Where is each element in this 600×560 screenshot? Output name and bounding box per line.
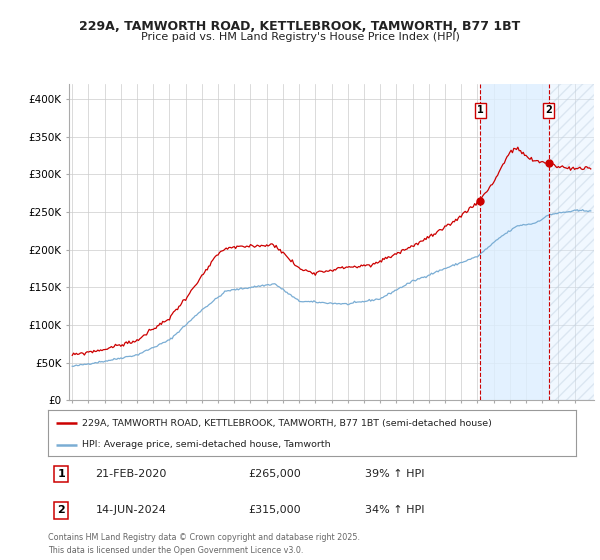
Text: 14-JUN-2024: 14-JUN-2024	[95, 506, 166, 515]
Text: £265,000: £265,000	[248, 469, 301, 479]
Text: Price paid vs. HM Land Registry's House Price Index (HPI): Price paid vs. HM Land Registry's House …	[140, 32, 460, 43]
Text: 2: 2	[58, 506, 65, 515]
Bar	[549, 84, 599, 400]
Text: 21-FEB-2020: 21-FEB-2020	[95, 469, 167, 479]
Text: 1: 1	[476, 105, 484, 115]
Text: 39% ↑ HPI: 39% ↑ HPI	[365, 469, 424, 479]
Text: HPI: Average price, semi-detached house, Tamworth: HPI: Average price, semi-detached house,…	[82, 440, 331, 450]
Text: 1: 1	[58, 469, 65, 479]
Bar	[480, 84, 549, 400]
Text: £315,000: £315,000	[248, 506, 301, 515]
Text: 2: 2	[545, 105, 552, 115]
Text: 229A, TAMWORTH ROAD, KETTLEBROOK, TAMWORTH, B77 1BT: 229A, TAMWORTH ROAD, KETTLEBROOK, TAMWOR…	[79, 20, 521, 32]
Text: 34% ↑ HPI: 34% ↑ HPI	[365, 506, 424, 515]
Text: 229A, TAMWORTH ROAD, KETTLEBROOK, TAMWORTH, B77 1BT (semi-detached house): 229A, TAMWORTH ROAD, KETTLEBROOK, TAMWOR…	[82, 419, 492, 428]
Text: Contains HM Land Registry data © Crown copyright and database right 2025.
This d: Contains HM Land Registry data © Crown c…	[48, 533, 360, 554]
